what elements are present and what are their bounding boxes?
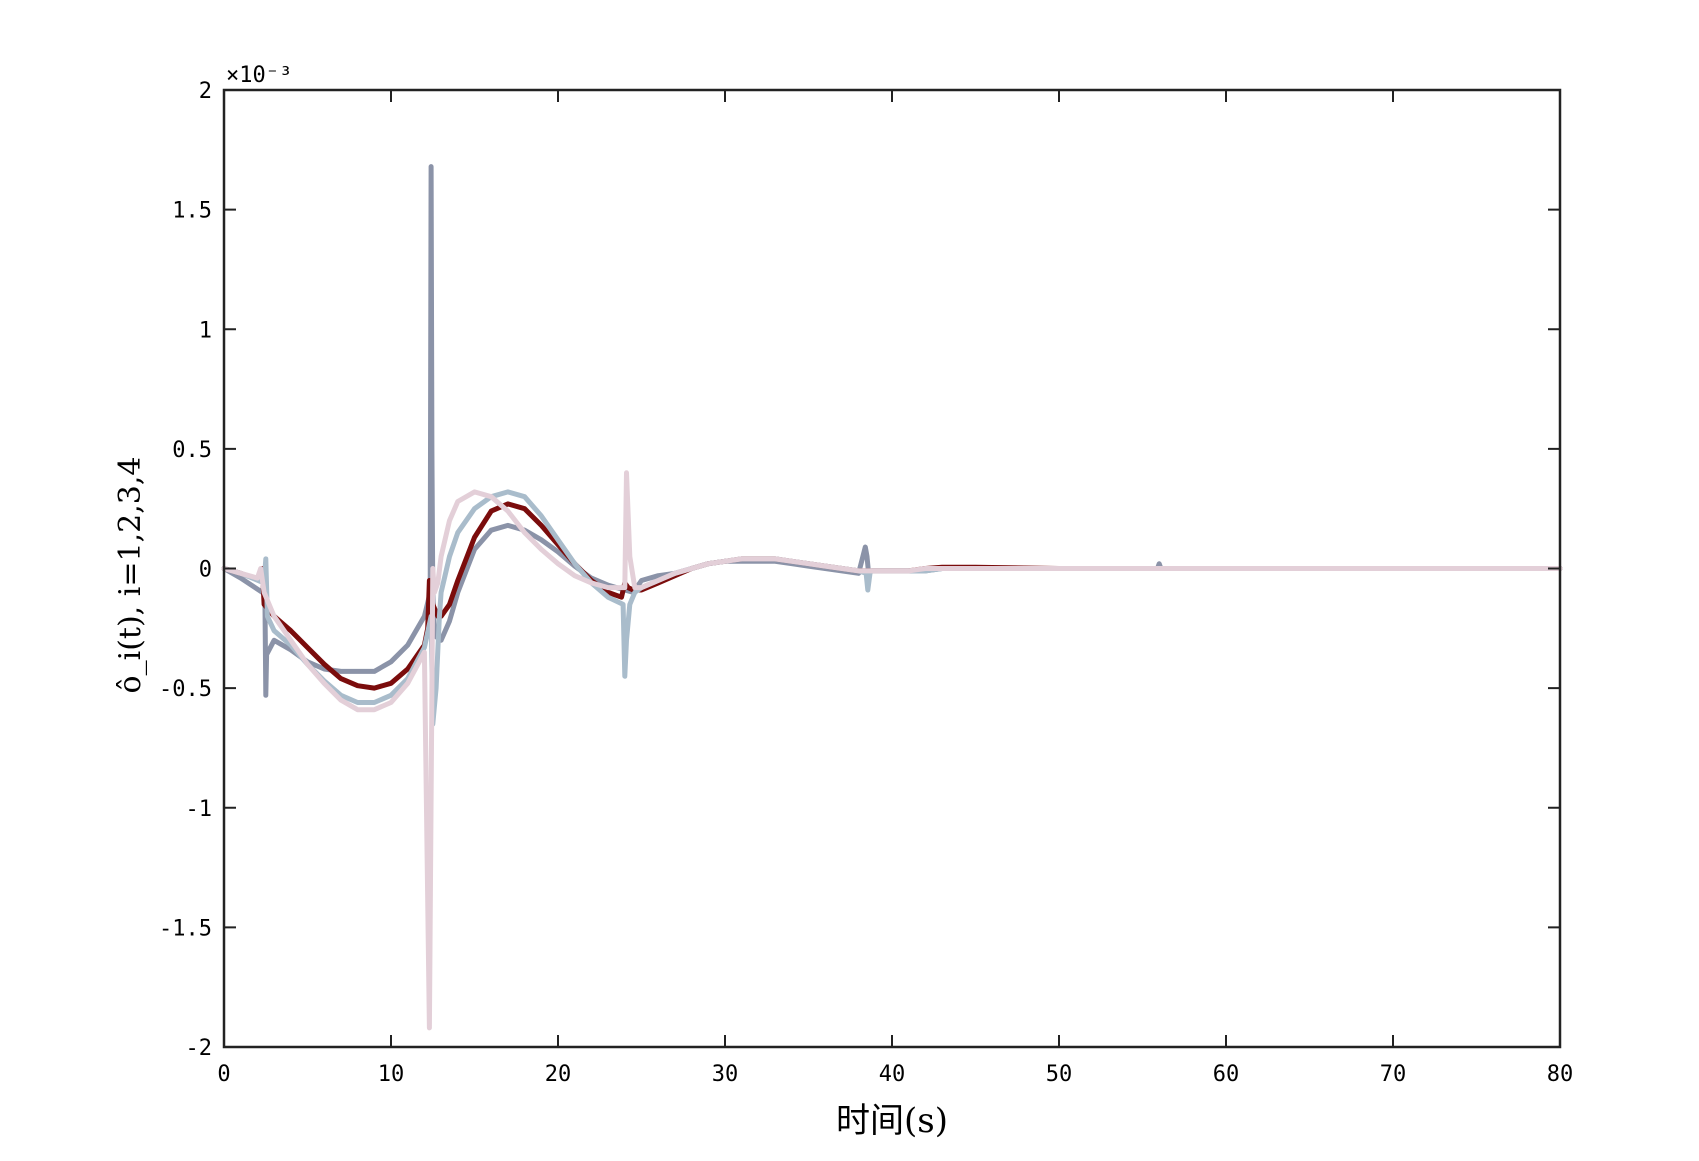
y-tick-label: 2 — [199, 79, 212, 104]
y-tick-label: -0.5 — [159, 677, 212, 702]
y-tick-label: 1 — [199, 318, 212, 343]
series-layer — [221, 164, 1563, 1031]
y-axis-title: ô_i(t), i=1,2,3,4 — [113, 457, 148, 694]
y-tick-label: 0.5 — [172, 438, 212, 463]
y-tick-label: -1 — [186, 797, 213, 822]
y-tick-label: -1.5 — [159, 916, 212, 941]
x-tick-label: 50 — [1046, 1062, 1073, 1087]
y-tick-label: 1.5 — [172, 199, 212, 224]
plot-frame — [222, 88, 1562, 1049]
y-tick-label: -2 — [186, 1036, 213, 1061]
x-tick-label: 20 — [545, 1062, 572, 1087]
x-axis-title: 时间(s) — [836, 1101, 948, 1141]
x-tick-label: 40 — [879, 1062, 906, 1087]
x-tick-label: 0 — [217, 1062, 230, 1087]
y-exponent-label: ×10⁻³ — [226, 63, 292, 88]
x-tick-label: 80 — [1547, 1062, 1574, 1087]
ticks-layer: 0 10 20 30 40 50 60 70 80 -2 -1.5 -1 -0.5 0 0.5 1 1.5 2 — [159, 79, 1573, 1087]
series-line-4 — [221, 470, 1563, 1031]
x-tick-label: 30 — [712, 1062, 739, 1087]
x-tick-label: 70 — [1380, 1062, 1407, 1087]
y-tick-label: 0 — [199, 558, 212, 583]
x-tick-label: 60 — [1213, 1062, 1240, 1087]
x-tick-label: 10 — [378, 1062, 405, 1087]
